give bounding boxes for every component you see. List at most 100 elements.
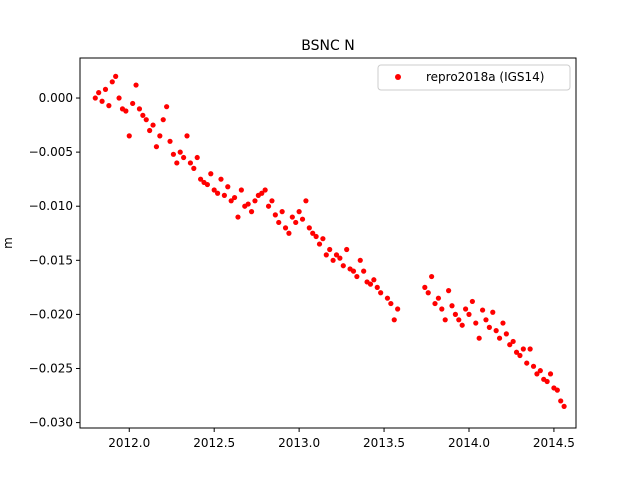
data-point	[96, 90, 102, 96]
data-point	[524, 360, 530, 366]
data-point	[344, 246, 350, 253]
data-point	[279, 209, 285, 215]
data-point	[269, 198, 275, 204]
data-point	[527, 346, 533, 352]
data-point	[554, 387, 560, 393]
data-point	[126, 133, 132, 139]
data-point	[191, 165, 197, 171]
data-point	[231, 194, 238, 201]
data-point	[228, 198, 234, 204]
data-point	[479, 307, 486, 313]
y-tick-label: −0.015	[29, 253, 73, 267]
x-axis: 2012.0 2012.5 2013.0 2013.5 2014.0 2014.5	[108, 428, 575, 450]
data-point	[299, 216, 306, 222]
data-point	[235, 214, 241, 220]
data-point	[462, 306, 469, 312]
data-point	[483, 317, 489, 323]
data-point	[123, 108, 129, 114]
data-point	[153, 144, 160, 150]
data-point	[537, 368, 543, 374]
data-point	[330, 257, 336, 263]
data-point	[371, 277, 377, 283]
data-point	[395, 306, 401, 312]
data-point	[106, 103, 112, 109]
data-point	[459, 322, 465, 328]
legend-label: repro2018a (IGS14)	[426, 70, 544, 84]
data-point	[456, 317, 462, 323]
data-point	[517, 352, 523, 359]
data-point	[187, 160, 194, 166]
data-point	[116, 95, 122, 101]
x-tick-label: 2013.5	[363, 436, 405, 450]
data-point	[530, 363, 537, 369]
data-point	[225, 184, 231, 190]
data-point	[289, 214, 295, 220]
data-point	[486, 324, 492, 330]
data-point	[496, 335, 503, 341]
data-point	[211, 187, 217, 193]
data-point	[306, 225, 312, 231]
data-point	[446, 288, 452, 294]
data-point	[323, 252, 329, 258]
data-point	[547, 371, 554, 377]
data-point	[367, 281, 374, 287]
data-point	[147, 127, 153, 134]
data-point	[113, 73, 119, 79]
data-point	[208, 171, 214, 177]
data-point	[476, 335, 482, 341]
data-point	[544, 378, 550, 385]
data-point	[198, 176, 204, 182]
y-tick-label: −0.030	[29, 416, 73, 430]
y-tick-label: 0.000	[39, 91, 73, 105]
data-point	[245, 201, 251, 207]
data-point	[252, 198, 258, 204]
data-point	[218, 176, 224, 182]
data-point	[293, 219, 299, 226]
y-tick-label: −0.010	[29, 199, 73, 213]
data-point	[439, 306, 445, 312]
data-point	[221, 192, 227, 198]
data-point	[449, 303, 455, 309]
data-point	[493, 328, 499, 334]
data-point	[92, 95, 98, 101]
data-point	[140, 112, 146, 118]
data-point	[558, 398, 564, 404]
data-point	[248, 209, 255, 215]
data-point	[469, 298, 475, 305]
data-point	[384, 295, 391, 301]
data-point	[214, 190, 221, 196]
data-point	[177, 149, 183, 155]
data-point	[160, 117, 166, 123]
data-point	[102, 86, 109, 92]
data-point	[170, 151, 177, 157]
data-point	[337, 255, 343, 261]
data-point	[204, 181, 210, 188]
data-point	[350, 268, 357, 274]
plot-area-frame	[79, 57, 577, 429]
data-point	[194, 154, 200, 161]
data-point	[238, 187, 244, 193]
data-point	[361, 268, 367, 274]
data-point	[133, 82, 139, 88]
data-point	[164, 104, 170, 110]
x-tick-label: 2012.5	[193, 436, 235, 450]
data-point	[143, 117, 149, 123]
data-point	[265, 203, 272, 209]
data-point	[276, 219, 282, 226]
data-point	[313, 233, 319, 240]
data-point	[507, 342, 513, 348]
data-point	[374, 284, 380, 290]
data-point	[435, 295, 442, 301]
data-point	[473, 320, 479, 326]
data-point	[181, 154, 187, 161]
data-point	[282, 225, 289, 231]
data-point	[378, 290, 384, 296]
data-point	[130, 100, 136, 107]
data-point	[157, 133, 163, 139]
data-point	[259, 190, 265, 196]
data-point	[561, 403, 567, 409]
x-tick-label: 2014.5	[533, 436, 575, 450]
data-point	[340, 263, 346, 269]
data-point	[272, 212, 278, 218]
